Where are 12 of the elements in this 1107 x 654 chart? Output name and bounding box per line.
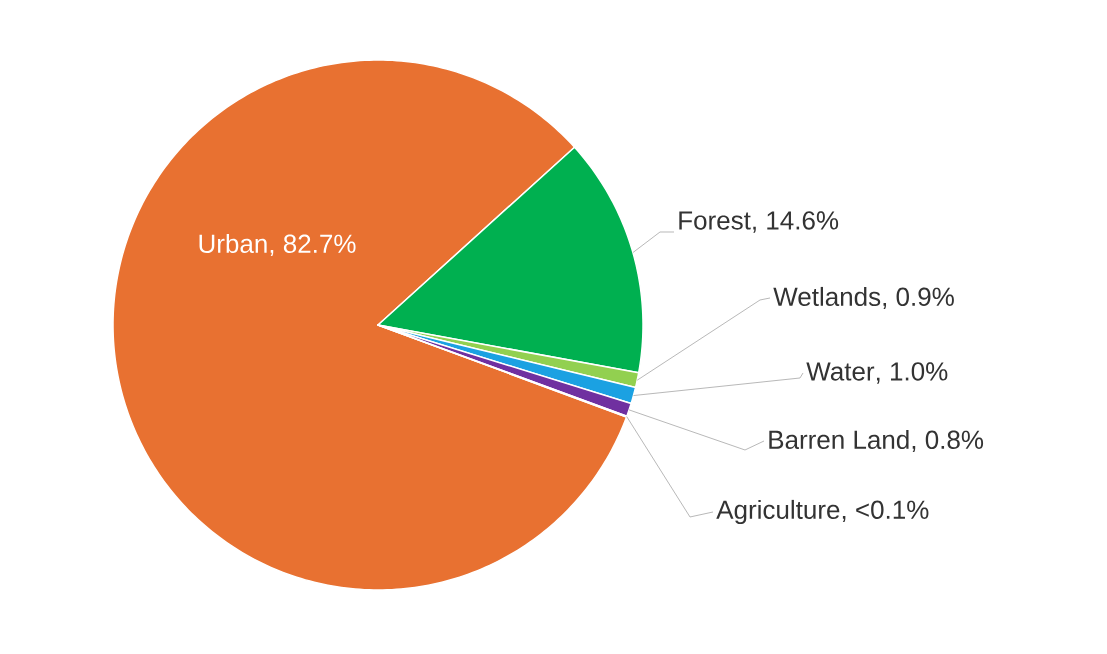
- data-label: , 0.9%: [883, 287, 954, 310]
- data-label: , <0.1%: [842, 500, 929, 523]
- data-label: , 0.8%: [912, 430, 984, 453]
- data-label: , 14.6%: [753, 211, 839, 233]
- slice-label: Wetlands: [773, 286, 881, 306]
- slice-label: Water: [806, 362, 875, 381]
- data-label: , 82.7%: [270, 234, 356, 257]
- slice-label: Forest: [679, 211, 751, 230]
- slice-label: Urban: [199, 233, 267, 253]
- slice-label: Agriculture: [716, 499, 840, 525]
- data-label: , 1.0%: [876, 362, 948, 384]
- slice-label: Barren Land: [769, 429, 909, 449]
